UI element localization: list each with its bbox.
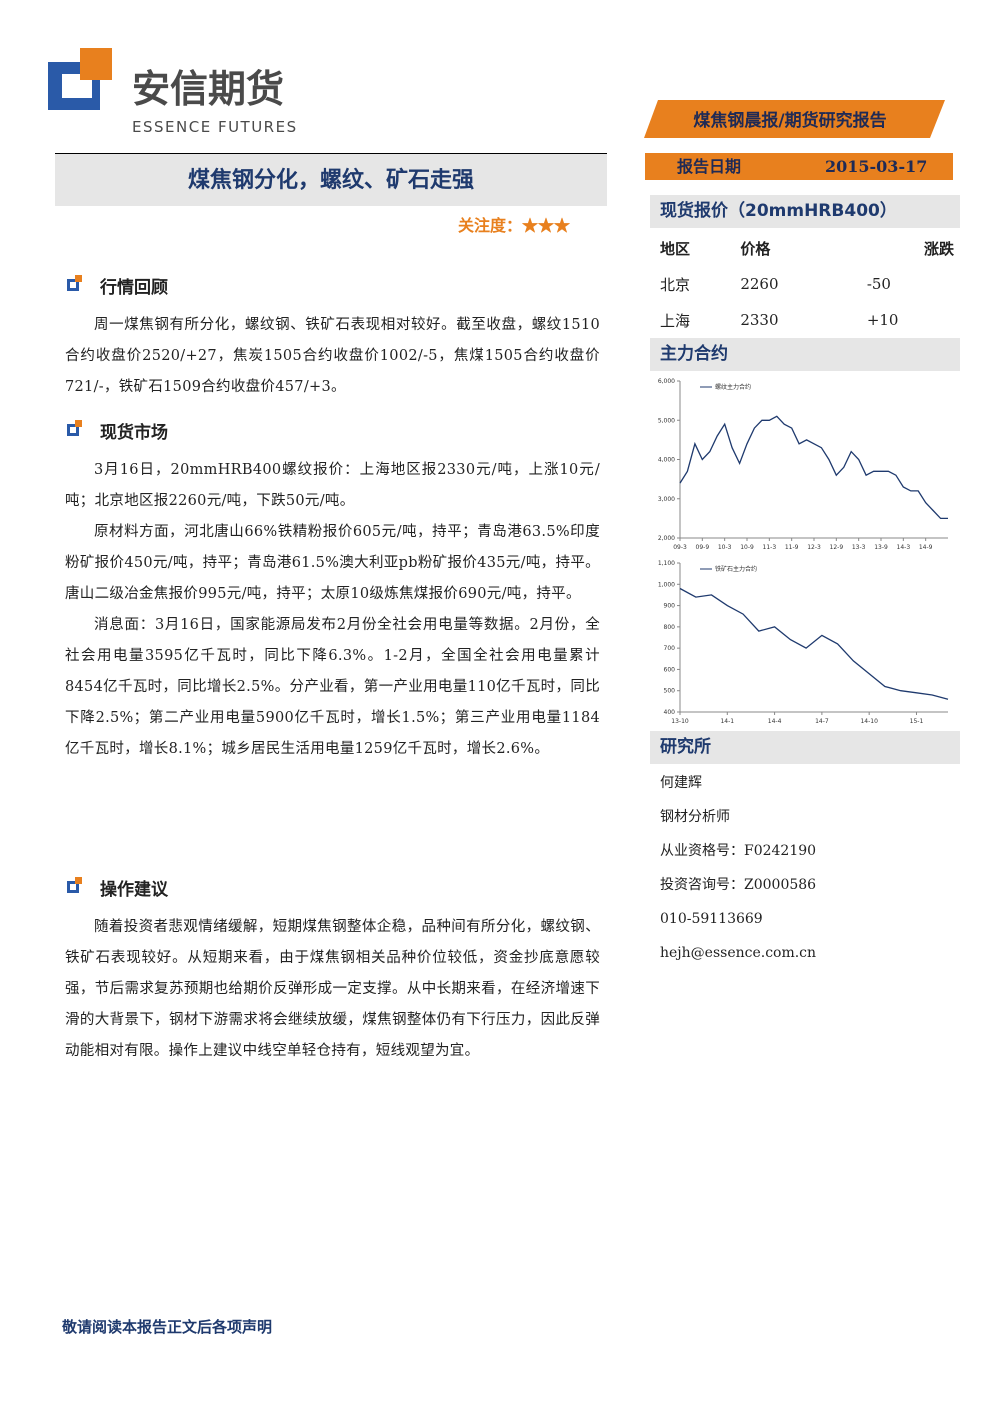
spot-row: 北京 2260 -50	[650, 266, 955, 302]
paragraph: 原材料方面，河北唐山66%铁精粉报价605元/吨，持平；青岛港63.5%印度粉矿…	[65, 524, 600, 602]
attention-label: 关注度：	[458, 216, 523, 235]
th: 涨跌	[923, 239, 954, 258]
research-line: hejh@essence.com.cn	[660, 945, 817, 961]
y-tick-label: 500	[664, 688, 676, 695]
icon	[67, 420, 82, 436]
x-tick-label: 13-3	[852, 544, 866, 551]
spot-row: 上海 2330 +10	[650, 302, 955, 338]
title-box: 煤焦钢分化，螺纹、矿石走强	[55, 153, 607, 206]
y-tick-label: 2,000	[658, 535, 675, 542]
th: 价格	[740, 239, 771, 258]
sidebar: 现货报价（20mmHRB400） 地区 价格 涨跌 北京 2260 -50 上海 2330…	[650, 195, 960, 970]
section-title: 行情回顾	[100, 278, 168, 298]
y-tick-label: 6,000	[658, 378, 675, 385]
x-tick-label: 12-3	[807, 544, 821, 551]
section-body: 随着投资者悲观情绪缓解，短期煤焦钢整体企稳，品种间有所分化，螺纹钢、铁矿石表现较…	[65, 912, 600, 1067]
paragraph: 随着投资者悲观情绪缓解，短期煤焦钢整体企稳，品种间有所分化，螺纹钢、铁矿石表现较…	[65, 919, 600, 1059]
x-tick-label: 11-3	[763, 544, 777, 551]
section: 行情回顾周一煤焦钢有所分化，螺纹钢、铁矿石表现相对较好。截至收盘，螺纹1510合…	[65, 270, 600, 403]
section: 操作建议随着投资者悲观情绪缓解，短期煤焦钢整体企稳，品种间有所分化，螺纹钢、铁矿…	[65, 872, 600, 1067]
cell: 北京	[660, 275, 691, 294]
cell: -50	[866, 275, 891, 293]
section-heading: 现货市场	[65, 415, 600, 445]
section-title: 现货市场	[100, 423, 168, 443]
paragraph: 消息面：3月16日，国家能源局发布2月份全社会用电量等数据。2月份，全社会用电量…	[65, 617, 600, 757]
cell: 上海	[660, 311, 691, 330]
x-tick-label: 09-9	[696, 544, 710, 551]
section-body: 周一煤焦钢有所分化，螺纹钢、铁矿石表现相对较好。截至收盘，螺纹1510合约收盘价…	[65, 310, 600, 403]
logo-en: ESSENCE FUTURES	[132, 118, 298, 136]
research-line: 何建辉	[660, 775, 702, 791]
research-title: 研究所	[650, 731, 960, 764]
logo: 安信期货 ESSENCE FUTURES	[48, 48, 298, 136]
date-bar: 报告日期 2015-03-17	[645, 153, 953, 180]
section-body: 3月16日，20mmHRB400螺纹报价：上海地区报2330元/吨，上涨10元/…	[65, 455, 600, 765]
report-type: 煤焦钢晨报/期货研究报告	[693, 110, 886, 131]
line-chart: 400 500 600 700 800 900 1,000 1,100 13-10 14-1 14-…	[658, 560, 949, 725]
x-tick-label: 13-10	[671, 718, 689, 725]
x-tick-label: 14-7	[815, 718, 829, 725]
cell: 2260	[740, 275, 779, 293]
charts: 2,000 3,000 4,000 5,000 6,000 09-3 09-9 10-3 10-…	[650, 373, 960, 727]
y-tick-label: 4,000	[658, 457, 675, 464]
spot-title: 现货报价（20mmHRB400）	[650, 195, 960, 228]
date: 2015-03-17	[825, 157, 928, 176]
icon	[67, 275, 82, 291]
y-tick-label: 5,000	[658, 417, 675, 424]
date-label: 报告日期	[677, 157, 742, 176]
cell: 2330	[740, 311, 779, 329]
x-tick-label: 14-10	[860, 718, 878, 725]
section-title: 操作建议	[100, 880, 168, 900]
logo-orange	[80, 48, 112, 80]
section-heading: 行情回顾	[65, 270, 600, 300]
footer: 敬请阅读本报告正文后各项声明	[62, 1318, 273, 1336]
spot-header: 地区 价格 涨跌	[650, 230, 955, 266]
legend-label: 铁矿石主力合约	[715, 565, 757, 573]
research-line: 010-59113669	[660, 911, 763, 927]
spot-table: 地区 价格 涨跌 北京 2260 -50 上海 2330 +10	[650, 230, 955, 338]
x-tick-label: 14-1	[720, 718, 734, 725]
x-tick-label: 11-9	[785, 544, 799, 551]
y-tick-label: 800	[664, 624, 676, 631]
research-lines: 何建辉钢材分析师从业资格号：F0242190 投资咨询号：Z0000586 010-…	[650, 766, 960, 970]
y-tick-label: 400	[664, 709, 676, 716]
attention: 关注度：★★★	[458, 212, 570, 236]
paragraph: 3月16日，20mmHRB400螺纹报价：上海地区报2330元/吨，上涨10元/…	[65, 462, 600, 509]
x-tick-label: 14-9	[919, 544, 933, 551]
series-line	[679, 587, 949, 700]
y-tick-label: 3,000	[658, 496, 675, 503]
report-banner: 煤焦钢晨报/期货研究报告	[644, 100, 945, 138]
line-chart: 2,000 3,000 4,000 5,000 6,000 09-3 09-9 10-3 10-…	[658, 378, 948, 551]
x-tick-label: 14-3	[897, 544, 911, 551]
x-tick-label: 12-9	[830, 544, 844, 551]
legend-label: 螺纹主力合约	[715, 383, 751, 391]
y-tick-label: 900	[664, 603, 676, 610]
research-line: 投资咨询号：Z0000586	[660, 877, 817, 893]
research-line: 从业资格号：F0242190	[660, 843, 817, 859]
x-tick-label: 13-9	[874, 544, 888, 551]
icon	[67, 877, 82, 893]
x-tick-label: 10-3	[718, 544, 732, 551]
x-tick-label: 14-4	[768, 718, 782, 725]
series-line	[679, 415, 948, 520]
th: 地区	[660, 239, 691, 258]
paragraph: 周一煤焦钢有所分化，螺纹钢、铁矿石表现相对较好。截至收盘，螺纹1510合约收盘价…	[65, 317, 600, 395]
y-tick-label: 1,100	[658, 560, 675, 567]
title: 煤焦钢分化，螺纹、矿石走强	[187, 167, 474, 193]
cell: +10	[866, 311, 899, 329]
x-tick-label: 09-3	[673, 544, 687, 551]
y-tick-label: 700	[664, 645, 676, 652]
y-tick-label: 1,000	[658, 581, 675, 588]
banner-bg	[644, 100, 945, 138]
section: 现货市场 3月16日，20mmHRB400螺纹报价：上海地区报2330元/吨，上涨…	[65, 415, 600, 765]
research-line: 钢材分析师	[660, 809, 730, 825]
y-tick-label: 600	[664, 666, 676, 673]
main-contract-title: 主力合约	[650, 338, 960, 371]
logo-cn: 安信期货	[132, 67, 284, 111]
x-tick-label: 10-9	[740, 544, 754, 551]
attention-stars: ★★★	[522, 216, 571, 235]
section-heading: 操作建议	[65, 872, 600, 902]
x-tick-label: 15-1	[910, 718, 924, 725]
